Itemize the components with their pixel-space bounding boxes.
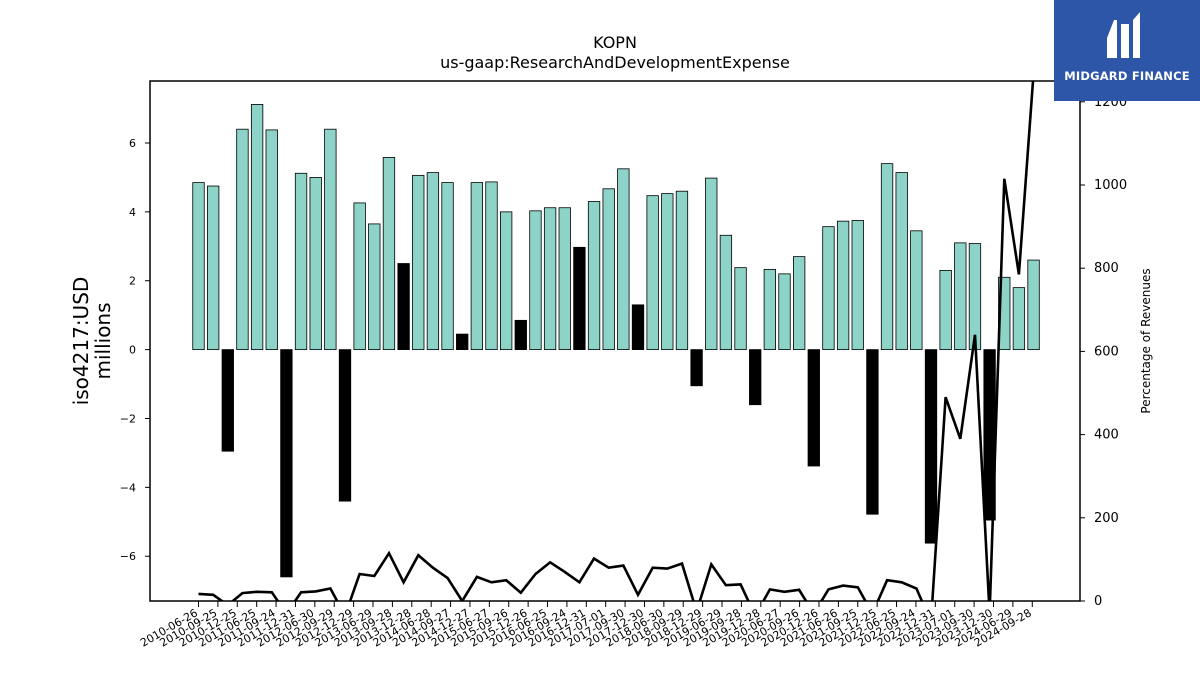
change-bar <box>924 349 938 544</box>
bar <box>558 207 571 351</box>
change-bar <box>866 349 879 515</box>
change-bar <box>807 349 820 467</box>
bar <box>499 211 513 351</box>
change-bar <box>221 349 234 452</box>
bar <box>734 267 747 351</box>
bar <box>939 270 952 351</box>
bar <box>485 181 498 351</box>
y-tick-label: −4 <box>120 481 136 494</box>
logo-text: MIDGARD FINANCE <box>1064 69 1190 83</box>
bar <box>368 223 381 351</box>
bar <box>617 168 630 351</box>
bar <box>206 185 220 351</box>
y-tick-label: −6 <box>120 550 136 563</box>
y-tick-label: 2 <box>129 275 136 288</box>
y2-tick-label: 200 <box>1094 511 1119 526</box>
bar <box>661 193 674 351</box>
bar <box>851 220 864 351</box>
y-tick-label: 0 <box>129 344 136 357</box>
y-tick-label: −2 <box>120 412 136 425</box>
bar <box>646 195 659 351</box>
bar <box>412 174 425 351</box>
bar <box>954 242 967 351</box>
percentage-line <box>198 81 1035 601</box>
bar <box>910 230 923 351</box>
change-bar <box>690 349 703 387</box>
bar <box>895 172 908 351</box>
bar <box>265 129 278 351</box>
bar <box>778 273 791 351</box>
change-bar <box>514 319 527 351</box>
bar <box>529 210 542 351</box>
y2-tick-label: 800 <box>1094 261 1119 276</box>
bar <box>822 226 835 351</box>
y-tick-label: 6 <box>129 137 136 150</box>
change-bar <box>456 333 469 351</box>
y2-tick-label: 600 <box>1094 344 1119 359</box>
bar <box>192 182 205 351</box>
bar <box>441 182 454 351</box>
change-bar <box>338 349 352 502</box>
bar <box>880 163 894 351</box>
bar <box>587 201 601 351</box>
bar <box>353 202 366 351</box>
bar <box>250 104 264 351</box>
bar <box>763 268 776 351</box>
plot-frame <box>149 80 1081 602</box>
y2-axis-label: Percentage of Revenues <box>1139 268 1153 413</box>
bar <box>382 157 396 351</box>
bar <box>236 128 249 351</box>
bar <box>294 172 308 351</box>
bar <box>675 190 689 351</box>
bar <box>793 256 806 351</box>
change-bar <box>397 263 410 351</box>
bar <box>309 177 322 351</box>
y-tick-label: 4 <box>129 206 136 219</box>
y-axis-label: iso4217:USDmillions <box>69 277 115 406</box>
bar <box>836 220 850 351</box>
bar <box>1027 259 1040 351</box>
chart-subtitle: us-gaap:ResearchAndDevelopmentExpense <box>440 53 790 72</box>
change-bar <box>280 349 293 578</box>
chart-title: KOPN <box>593 33 637 52</box>
midgard-finance-logo: MIDGARD FINANCE <box>1054 0 1200 101</box>
bar <box>968 243 982 351</box>
y2-tick-label: 400 <box>1094 428 1119 443</box>
bar <box>324 128 337 351</box>
change-bar <box>573 246 586 351</box>
bar <box>602 188 615 351</box>
bar <box>470 182 484 351</box>
y2-tick-label: 1000 <box>1094 178 1127 193</box>
change-bar <box>631 304 645 351</box>
bar <box>1012 287 1026 351</box>
y2-tick-label: 0 <box>1094 594 1102 609</box>
change-bar <box>749 349 762 406</box>
bar <box>719 234 733 351</box>
plot-area <box>192 81 1040 601</box>
logo-mark-icon <box>1107 12 1140 58</box>
bar <box>543 207 557 351</box>
bar <box>426 172 440 351</box>
bar <box>705 177 718 351</box>
